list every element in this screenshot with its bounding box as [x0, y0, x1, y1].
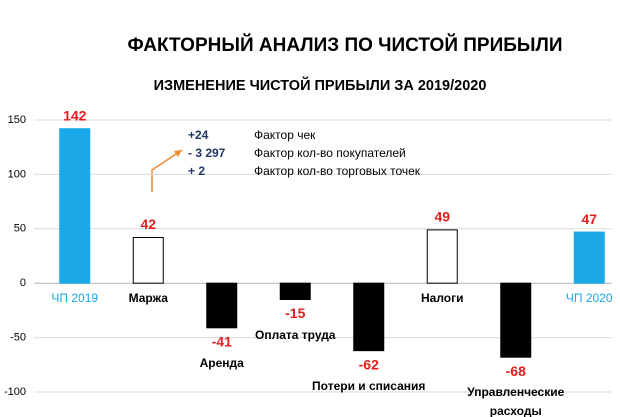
bar	[206, 282, 238, 329]
chart-subtitle: ИЗМЕНЕНИЕ ЧИСТОЙ ПРИБЫЛИ ЗА 2019/2020	[154, 76, 487, 94]
annotation-value: +24	[188, 128, 209, 142]
y-tick-label: 150	[8, 114, 26, 126]
value-label: -41	[212, 334, 232, 350]
annotation-label: Фактор кол-во покупателей	[254, 146, 406, 160]
bar	[426, 229, 458, 284]
annotation-value: + 2	[188, 164, 205, 178]
y-tick-label: -100	[4, 386, 26, 398]
value-label: 42	[140, 216, 156, 232]
category-label: ЧП 2020	[565, 291, 613, 306]
bar	[279, 282, 311, 301]
category-label: Налоги	[420, 291, 464, 306]
annotation-value: - 3 297	[188, 146, 226, 160]
y-tick-label: 50	[14, 223, 26, 235]
category-label: Маржа	[128, 291, 168, 306]
category-label: Оплата труда	[255, 327, 336, 342]
value-label: 142	[63, 107, 87, 123]
annotation-label: Фактор кол-во торговых точек	[254, 164, 421, 178]
value-label: 47	[581, 211, 597, 227]
category-label: ЧП 2019	[51, 291, 99, 306]
arrow-head	[174, 150, 182, 157]
arrow	[151, 149, 183, 192]
bar	[573, 231, 605, 284]
category-label: Аренда	[199, 355, 244, 370]
value-label: -15	[285, 305, 305, 321]
value-label: 49	[434, 209, 450, 225]
y-tick-label: -50	[10, 332, 26, 344]
bar	[132, 237, 164, 284]
bar	[59, 128, 91, 284]
annotation-label: Фактор чек	[254, 128, 316, 142]
value-label: -62	[359, 356, 379, 372]
chart-title: ФАКТОРНЫЙ АНАЛИЗ ПО ЧИСТОЙ ПРИБЫЛИ	[128, 34, 563, 56]
y-tick-label: 100	[8, 168, 26, 180]
category-label: Потери и списания	[312, 378, 426, 393]
category-label: Управленческие расходы	[467, 385, 565, 417]
bar	[353, 282, 385, 352]
bar	[500, 282, 532, 358]
value-label: -68	[506, 363, 526, 379]
y-tick-label: 0	[20, 277, 26, 289]
